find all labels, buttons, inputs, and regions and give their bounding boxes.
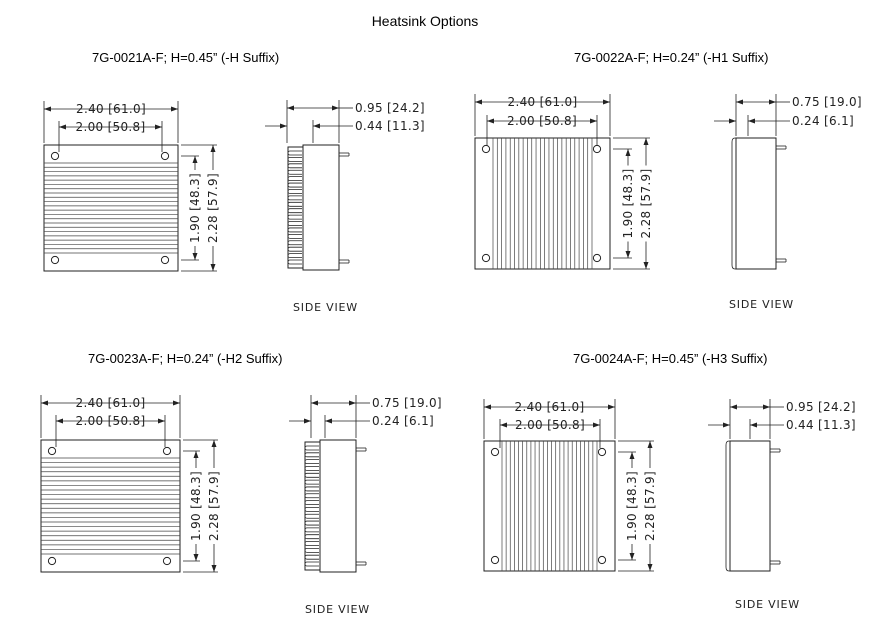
- width-outer-dim: 2.40 [61.0]: [515, 400, 585, 414]
- mounting-hole: [160, 255, 170, 265]
- mounting-hole: [162, 556, 172, 566]
- side-sink-dim: 0.44 [11.3]: [786, 418, 856, 432]
- mounting-hole: [597, 447, 607, 457]
- panel-title-0024: 7G-0024A-F; H=0.45” (-H3 Suffix): [573, 351, 768, 366]
- heatsink-panel: 2.40 [61.0] 2.00 [50.8] 1.90 [48.3] 2.28 [5…: [40, 395, 442, 616]
- side-heatsink: [304, 441, 321, 571]
- heatsink-top-view: [474, 137, 611, 270]
- width-outer-dim: 2.40 [61.0]: [76, 102, 146, 116]
- height-outer-dim: 2.28 [57.9]: [207, 471, 221, 541]
- side-body: [735, 137, 777, 270]
- mounting-hole: [592, 144, 602, 154]
- mounting-hole: [490, 447, 500, 457]
- side-body: [729, 440, 771, 572]
- side-total-dim: 0.95 [24.2]: [355, 101, 425, 115]
- mounting-hole: [47, 446, 57, 456]
- height-inner-dim: 1.90 [48.3]: [188, 173, 202, 243]
- mounting-hole: [47, 556, 57, 566]
- side-total-dim: 0.75 [19.0]: [792, 95, 862, 109]
- side-sink-dim: 0.44 [11.3]: [355, 119, 425, 133]
- heatsink-top-view: [43, 144, 179, 272]
- mounting-hole: [162, 446, 172, 456]
- heatsink-panel: 2.40 [61.0] 2.00 [50.8] 1.90 [48.3] 2.28 [5…: [483, 399, 856, 611]
- width-inner-dim: 2.00 [50.8]: [76, 414, 146, 428]
- width-inner-dim: 2.00 [50.8]: [515, 418, 585, 432]
- panel-title-0022: 7G-0022A-F; H=0.24” (-H1 Suffix): [574, 50, 769, 65]
- side-view-label: SIDE VIEW: [729, 298, 794, 311]
- side-view-label: SIDE VIEW: [305, 603, 370, 616]
- width-inner-dim: 2.00 [50.8]: [76, 120, 146, 134]
- mounting-hole: [50, 255, 60, 265]
- height-inner-dim: 1.90 [48.3]: [621, 169, 635, 239]
- mounting-hole: [490, 555, 500, 565]
- width-outer-dim: 2.40 [61.0]: [508, 95, 578, 109]
- mounting-hole: [597, 555, 607, 565]
- mounting-hole: [481, 144, 491, 154]
- mounting-hole: [160, 151, 170, 161]
- mounting-hole: [592, 253, 602, 263]
- side-heatsink: [287, 146, 304, 269]
- side-view-label: SIDE VIEW: [293, 301, 358, 314]
- width-outer-dim: 2.40 [61.0]: [76, 396, 146, 410]
- height-outer-dim: 2.28 [57.9]: [643, 471, 657, 541]
- heatsink-top-view: [483, 440, 616, 572]
- side-view-label: SIDE VIEW: [735, 598, 800, 611]
- mounting-hole: [50, 151, 60, 161]
- side-body: [319, 439, 357, 573]
- width-inner-dim: 2.00 [50.8]: [507, 114, 577, 128]
- heatsink-panel: 2.40 [61.0] 2.00 [50.8] 1.90 [48.3] 2.28 [5…: [43, 100, 425, 314]
- side-sink-dim: 0.24 [6.1]: [792, 114, 854, 128]
- panel-title-0021: 7G-0021A-F; H=0.45” (-H Suffix): [92, 50, 280, 65]
- height-inner-dim: 1.90 [48.3]: [189, 471, 203, 541]
- page-title: Heatsink Options: [371, 13, 479, 29]
- panel-title-0023: 7G-0023A-F; H=0.24” (-H2 Suffix): [88, 351, 283, 366]
- height-inner-dim: 1.90 [48.3]: [625, 471, 639, 541]
- side-body: [302, 144, 340, 271]
- side-sink-dim: 0.24 [6.1]: [372, 414, 434, 428]
- side-total-dim: 0.75 [19.0]: [372, 396, 442, 410]
- side-total-dim: 0.95 [24.2]: [786, 400, 856, 414]
- height-outer-dim: 2.28 [57.9]: [206, 173, 220, 243]
- heatsink-panel: 2.40 [61.0] 2.00 [50.8] 1.90 [48.3] 2.28 [5…: [474, 94, 862, 311]
- mounting-hole: [481, 253, 491, 263]
- height-outer-dim: 2.28 [57.9]: [639, 169, 653, 239]
- heatsink-top-view: [40, 439, 181, 573]
